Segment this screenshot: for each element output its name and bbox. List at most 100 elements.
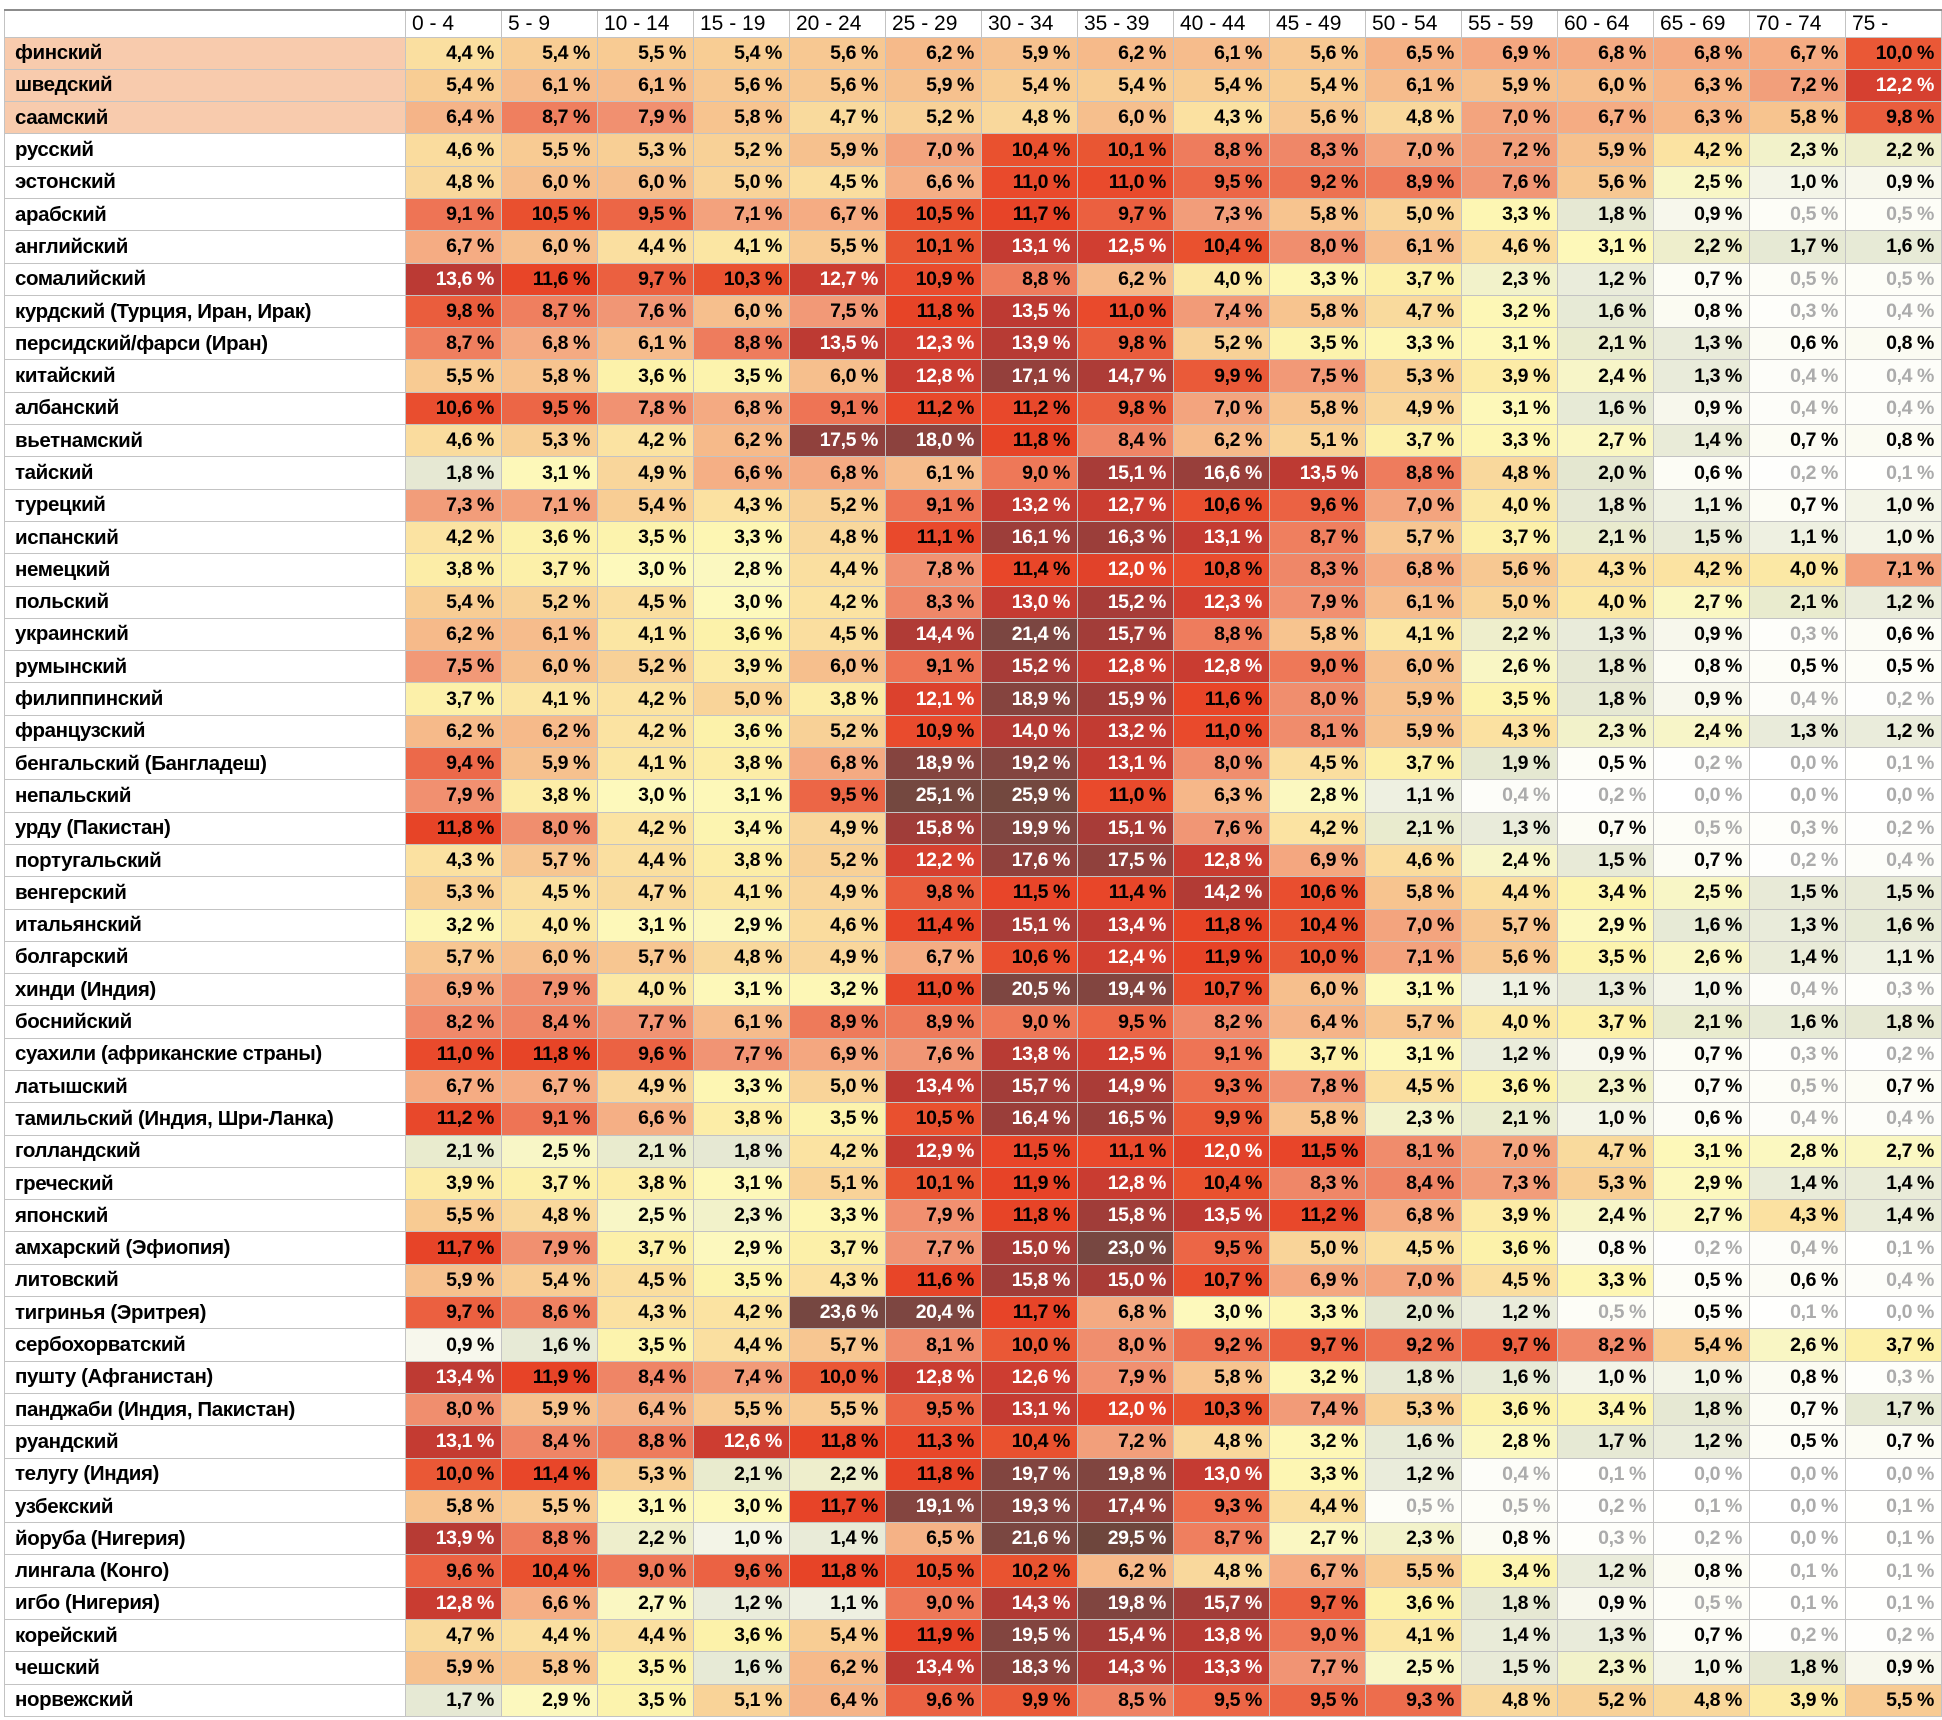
value-cell: 6,3 % <box>1653 101 1750 135</box>
value-cell: 13,5 % <box>1173 1199 1270 1233</box>
value-cell: 4,9 % <box>789 811 886 845</box>
value-cell: 8,0 % <box>1269 230 1366 264</box>
value-cell: 0,5 % <box>1845 197 1942 232</box>
value-cell: 5,7 % <box>1365 1005 1462 1039</box>
value-cell: 4,0 % <box>1557 585 1654 619</box>
value-cell: 2,1 % <box>1557 520 1654 555</box>
value-cell: 3,9 % <box>405 1166 502 1201</box>
value-cell: 4,0 % <box>1461 1005 1558 1039</box>
value-cell: 2,2 % <box>1845 133 1942 167</box>
value-cell: 7,0 % <box>1461 101 1558 135</box>
table-row: украинский 6,2 % 6,1 % 4,1 % 3,6 % 4,5 % 14,4 … <box>4 617 1942 652</box>
value-cell: 1,1 % <box>1653 488 1750 522</box>
value-cell: 1,1 % <box>789 1586 886 1621</box>
value-cell: 5,1 % <box>1269 424 1366 458</box>
value-cell: 8,7 % <box>1173 1522 1270 1556</box>
value-cell: 8,1 % <box>1365 1134 1462 1168</box>
value-cell: 0,9 % <box>405 1328 502 1362</box>
table-row: хинди (Индия) 6,9 % 7,9 % 4,0 % 3,1 % 3,2 % 11… <box>4 973 1942 1007</box>
value-cell: 12,4 % <box>1077 940 1174 975</box>
value-cell: 4,9 % <box>789 940 886 975</box>
table-row: корейский 4,7 % 4,4 % 4,4 % 3,6 % 5,4 % 11,9 %… <box>4 1619 1942 1653</box>
value-cell: 0,2 % <box>1749 456 1846 490</box>
value-cell: 1,4 % <box>1749 940 1846 975</box>
table-row: английский 6,7 % 6,0 % 4,4 % 4,1 % 5,5 % 10,1 … <box>4 230 1942 264</box>
value-cell: 0,5 % <box>1749 1425 1846 1459</box>
value-cell: 1,3 % <box>1653 359 1750 393</box>
value-cell: 6,1 % <box>885 456 982 490</box>
value-cell: 10,4 % <box>1173 230 1270 264</box>
row-label: испанский <box>4 520 406 555</box>
value-cell: 6,9 % <box>1269 843 1366 878</box>
value-cell: 3,1 % <box>597 1489 694 1524</box>
value-cell: 11,7 % <box>789 1489 886 1524</box>
value-cell: 4,4 % <box>789 553 886 587</box>
value-cell: 0,2 % <box>1653 1231 1750 1265</box>
value-cell: 0,0 % <box>1749 779 1846 813</box>
value-cell: 1,8 % <box>1845 1005 1942 1039</box>
table-row: чешский 5,9 % 5,8 % 3,5 % 1,6 % 6,2 % 13,4 % 18… <box>4 1651 1942 1685</box>
value-cell: 0,0 % <box>1653 1457 1750 1491</box>
row-label: непальский <box>4 779 406 813</box>
value-cell: 14,3 % <box>981 1586 1078 1621</box>
value-cell: 6,8 % <box>1557 36 1654 70</box>
value-cell: 0,2 % <box>1653 747 1750 781</box>
value-cell: 4,9 % <box>597 456 694 490</box>
table-row: голландский 2,1 % 2,5 % 2,1 % 1,8 % 4,2 % 12,9… <box>4 1134 1942 1168</box>
value-cell: 4,2 % <box>789 1134 886 1168</box>
value-cell: 1,6 % <box>1461 1360 1558 1394</box>
value-cell: 7,5 % <box>789 294 886 329</box>
value-cell: 3,1 % <box>1653 1134 1750 1168</box>
value-cell: 2,1 % <box>1749 585 1846 619</box>
value-cell: 10,7 % <box>1173 1263 1270 1298</box>
value-cell: 9,0 % <box>1269 650 1366 684</box>
value-cell: 4,6 % <box>789 908 886 942</box>
value-cell: 5,8 % <box>693 101 790 135</box>
table-row: тамильский (Индия, Шри-Ланка) 11,2 % 9,1 %… <box>4 1102 1942 1136</box>
value-cell: 23,0 % <box>1077 1231 1174 1265</box>
value-cell: 11,0 % <box>1077 165 1174 199</box>
value-cell: 16,1 % <box>981 520 1078 555</box>
value-cell: 1,2 % <box>693 1586 790 1621</box>
value-cell: 13,0 % <box>981 585 1078 619</box>
value-cell: 0,1 % <box>1845 1554 1942 1588</box>
row-label: английский <box>4 230 406 264</box>
value-cell: 3,5 % <box>693 1263 790 1298</box>
table-row: польский 5,4 % 5,2 % 4,5 % 3,0 % 4,2 % 8,3 % 13… <box>4 585 1942 619</box>
value-cell: 6,0 % <box>501 165 598 199</box>
value-cell: 3,7 % <box>1461 520 1558 555</box>
value-cell: 3,5 % <box>597 1651 694 1685</box>
value-cell: 0,0 % <box>1845 1457 1942 1491</box>
value-cell: 0,1 % <box>1557 1457 1654 1491</box>
table-row: саамский 6,4 % 8,7 % 7,9 % 5,8 % 4,7 % 5,2 % 4,… <box>4 101 1942 135</box>
value-cell: 20,5 % <box>981 973 1078 1007</box>
value-cell: 9,5 % <box>1173 1683 1270 1717</box>
table-row: румынский 7,5 % 6,0 % 5,2 % 3,9 % 6,0 % 9,1 % 1… <box>4 650 1942 684</box>
value-cell: 5,4 % <box>789 1619 886 1653</box>
value-cell: 7,8 % <box>885 553 982 587</box>
value-cell: 1,7 % <box>1845 1392 1942 1427</box>
value-cell: 5,3 % <box>597 133 694 167</box>
value-cell: 2,3 % <box>1461 262 1558 296</box>
table-row: боснийский 8,2 % 8,4 % 7,7 % 6,1 % 8,9 % 8,9 %… <box>4 1005 1942 1039</box>
value-cell: 5,9 % <box>1365 714 1462 749</box>
value-cell: 1,8 % <box>1557 197 1654 232</box>
value-cell: 4,4 % <box>405 36 502 70</box>
value-cell: 6,1 % <box>1365 68 1462 103</box>
value-cell: 3,9 % <box>1749 1683 1846 1717</box>
row-label: голландский <box>4 1134 406 1168</box>
value-cell: 0,0 % <box>1749 1457 1846 1491</box>
value-cell: 2,1 % <box>1653 1005 1750 1039</box>
value-cell: 1,5 % <box>1653 520 1750 555</box>
value-cell: 3,3 % <box>1461 197 1558 232</box>
value-cell: 2,4 % <box>1653 714 1750 749</box>
value-cell: 4,3 % <box>1749 1199 1846 1233</box>
value-cell: 0,1 % <box>1845 456 1942 490</box>
value-cell: 6,8 % <box>789 747 886 781</box>
row-label: сомалийский <box>4 262 406 296</box>
value-cell: 11,9 % <box>885 1619 982 1653</box>
row-label: панджаби (Индия, Пакистан) <box>4 1392 406 1427</box>
value-cell: 0,3 % <box>1749 617 1846 652</box>
value-cell: 6,6 % <box>597 1102 694 1136</box>
value-cell: 9,6 % <box>597 1037 694 1072</box>
